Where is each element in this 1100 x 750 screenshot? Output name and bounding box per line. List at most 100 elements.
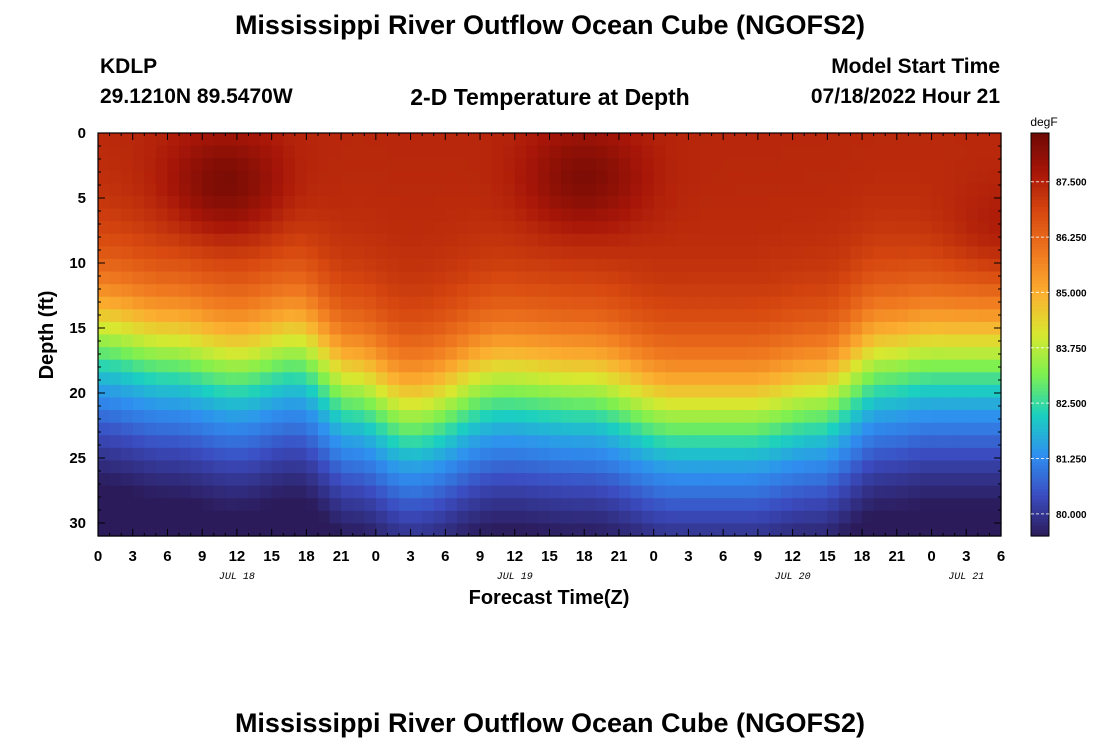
- heatmap-cell: [931, 208, 944, 222]
- heatmap-cell: [271, 334, 284, 348]
- heatmap-cell: [190, 158, 203, 172]
- heatmap-cell: [526, 473, 539, 487]
- heatmap-cell: [422, 195, 435, 210]
- heatmap-cell: [943, 372, 956, 386]
- heatmap-cell: [399, 510, 412, 524]
- heatmap-cell: [491, 246, 504, 260]
- heatmap-cell: [456, 133, 470, 147]
- heatmap-cell: [456, 334, 470, 348]
- heatmap-cell: [468, 334, 481, 348]
- heatmap-cell: [526, 309, 539, 323]
- heatmap-cell: [526, 195, 539, 210]
- heatmap-cell: [213, 397, 226, 411]
- colorbar-segment: [1031, 361, 1049, 366]
- x-tick-label: 18: [854, 548, 871, 565]
- heatmap-cell: [456, 485, 470, 499]
- heatmap-cell: [792, 233, 805, 247]
- heatmap-cell: [491, 510, 504, 524]
- heatmap-cell: [838, 334, 852, 348]
- heatmap-cell: [769, 145, 782, 159]
- heatmap-cell: [618, 195, 632, 210]
- heatmap-cell: [885, 473, 898, 487]
- colorbar-segment: [1031, 448, 1049, 453]
- heatmap-cell: [445, 485, 458, 499]
- heatmap-cell: [410, 498, 423, 512]
- heatmap-cell: [526, 523, 539, 537]
- heatmap-cell: [989, 473, 1002, 487]
- heatmap-cell: [630, 258, 643, 273]
- heatmap-cell: [792, 195, 805, 210]
- heatmap-cell: [711, 258, 724, 273]
- heatmap-cell: [514, 284, 527, 298]
- heatmap-cell: [260, 208, 273, 222]
- heatmap-cell: [329, 271, 342, 285]
- heatmap-cell: [503, 460, 516, 474]
- heatmap-cell: [885, 372, 898, 386]
- heatmap-cell: [584, 284, 597, 298]
- heatmap-cell: [387, 221, 400, 235]
- heatmap-cell: [896, 271, 909, 285]
- heatmap-cell: [213, 133, 226, 147]
- heatmap-cell: [144, 447, 157, 462]
- heatmap-cell: [989, 485, 1002, 499]
- heatmap-cell: [387, 422, 400, 436]
- heatmap-cell: [225, 334, 238, 348]
- heatmap-cell: [977, 510, 991, 524]
- heatmap-cell: [804, 133, 817, 147]
- heatmap-cell: [561, 347, 574, 361]
- heatmap-cell: [815, 498, 828, 512]
- heatmap-cell: [329, 183, 342, 197]
- heatmap-cell: [757, 384, 771, 399]
- heatmap-cell: [387, 447, 400, 462]
- heatmap-cell: [549, 397, 562, 411]
- heatmap-cell: [329, 359, 342, 373]
- heatmap-cell: [584, 271, 597, 285]
- heatmap-cell: [387, 233, 400, 247]
- heatmap-cell: [260, 170, 273, 184]
- heatmap-cell: [595, 271, 608, 285]
- heatmap-cell: [838, 347, 852, 361]
- heatmap-cell: [700, 208, 713, 222]
- heatmap-cell: [618, 410, 632, 424]
- heatmap-cell: [329, 397, 342, 411]
- heatmap-cell: [399, 145, 412, 159]
- heatmap-cell: [144, 435, 157, 449]
- heatmap-cell: [676, 447, 690, 462]
- heatmap-cell: [711, 498, 724, 512]
- heatmap-cell: [896, 195, 909, 210]
- date-label: JUL 18: [219, 572, 255, 583]
- heatmap-cell: [676, 397, 690, 411]
- heatmap-cell: [503, 435, 516, 449]
- heatmap-cell: [225, 460, 238, 474]
- heatmap-cell: [595, 170, 608, 184]
- heatmap-cell: [422, 133, 435, 147]
- heatmap-cell: [700, 170, 713, 184]
- heatmap-cell: [966, 284, 979, 298]
- heatmap-cell: [271, 208, 284, 222]
- heatmap-cell: [433, 397, 446, 411]
- heatmap-cell: [815, 359, 828, 373]
- heatmap-cell: [167, 284, 180, 298]
- heatmap-cell: [167, 435, 180, 449]
- heatmap-cell: [931, 372, 944, 386]
- heatmap-cell: [387, 510, 400, 524]
- heatmap-cell: [167, 498, 180, 512]
- heatmap-cell: [387, 397, 400, 411]
- heatmap-cell: [943, 133, 956, 147]
- heatmap-cell: [919, 523, 933, 537]
- heatmap-cell: [167, 422, 180, 436]
- heatmap-cell: [838, 195, 852, 210]
- heatmap-cell: [144, 321, 157, 336]
- heatmap-cell: [700, 359, 713, 373]
- heatmap-cell: [688, 435, 701, 449]
- heatmap-cell: [908, 447, 921, 462]
- heatmap-cell: [688, 447, 701, 462]
- heatmap-cell: [838, 158, 852, 172]
- heatmap-cell: [121, 246, 134, 260]
- heatmap-cell: [642, 296, 655, 310]
- heatmap-cell: [781, 170, 794, 184]
- heatmap-cell: [700, 145, 713, 159]
- heatmap-cell: [896, 284, 909, 298]
- heatmap-cell: [931, 195, 944, 210]
- heatmap-cell: [908, 523, 921, 537]
